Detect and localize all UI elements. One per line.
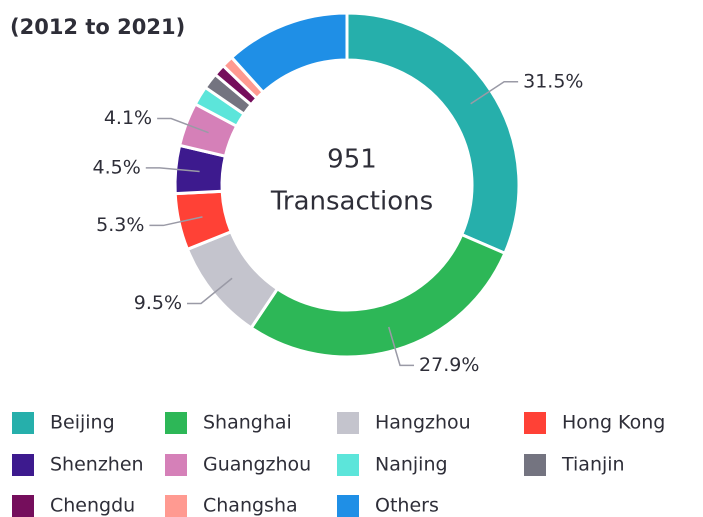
data-label: 27.9% xyxy=(419,354,479,376)
legend-label: Chengdu xyxy=(50,495,135,517)
center-label: Transactions xyxy=(270,187,433,217)
legend-label: Hangzhou xyxy=(375,412,471,434)
data-label: 31.5% xyxy=(523,70,583,92)
legend-swatch xyxy=(524,454,546,476)
legend-swatch xyxy=(524,412,546,434)
legend-swatch xyxy=(165,454,187,476)
chart-subtitle: (2012 to 2021) xyxy=(10,15,185,39)
legend-label: Tianjin xyxy=(561,454,625,476)
legend-swatch xyxy=(337,412,359,434)
legend-swatch xyxy=(12,495,34,517)
legend-swatch xyxy=(337,495,359,517)
donut-segment xyxy=(249,232,507,359)
leader-line xyxy=(145,167,200,173)
legend-label: Beijing xyxy=(50,412,115,434)
legend-label: Shenzhen xyxy=(50,454,144,476)
center-value: 951 xyxy=(327,145,377,175)
legend-swatch xyxy=(12,412,34,434)
legend-label: Nanjing xyxy=(375,454,448,476)
legend-swatch xyxy=(165,495,187,517)
data-label: 5.3% xyxy=(96,214,144,236)
data-label: 4.5% xyxy=(92,156,140,178)
data-label: 4.1% xyxy=(104,107,152,129)
legend-swatch xyxy=(337,454,359,476)
legend-label: Hong Kong xyxy=(562,412,665,434)
legend-swatch xyxy=(165,412,187,434)
donut-segment xyxy=(345,11,521,256)
legend-label: Changsha xyxy=(203,495,298,517)
legend-label: Others xyxy=(375,495,439,517)
leader-line xyxy=(157,117,209,134)
legend-label: Shanghai xyxy=(203,412,292,434)
leader-line xyxy=(187,277,233,305)
legend-swatch xyxy=(12,454,34,476)
leader-line xyxy=(388,326,415,367)
leader-line xyxy=(149,216,203,227)
data-label: 9.5% xyxy=(134,292,182,314)
legend-label: Guangzhou xyxy=(203,454,311,476)
leader-line xyxy=(470,81,519,105)
donut-segment xyxy=(229,11,349,95)
